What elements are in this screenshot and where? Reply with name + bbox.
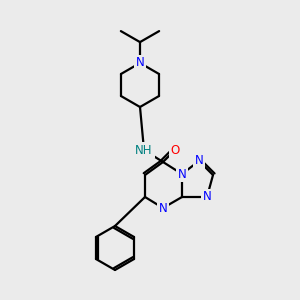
Text: N: N	[202, 190, 211, 203]
Text: O: O	[170, 143, 180, 157]
Text: N: N	[195, 154, 203, 167]
Text: NH: NH	[135, 143, 153, 157]
Text: N: N	[136, 56, 144, 70]
Text: N: N	[178, 167, 186, 181]
Text: N: N	[159, 202, 167, 214]
